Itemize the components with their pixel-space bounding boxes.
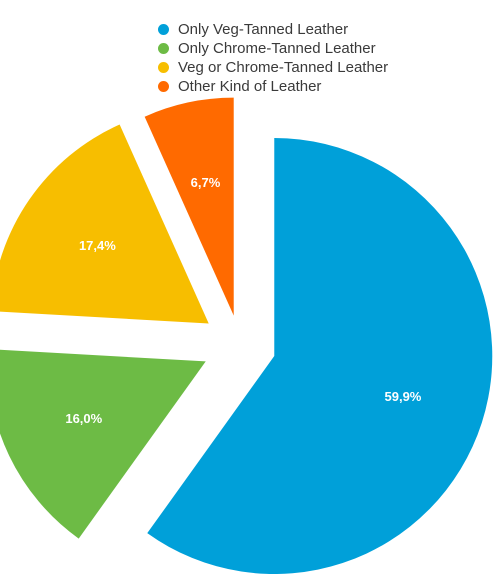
legend-item-other-kind: Other Kind of Leather xyxy=(158,77,388,96)
slice-value-label-3: 6,7% xyxy=(191,175,221,190)
pie-slice-1 xyxy=(0,349,206,539)
legend-label-veg-or-chrome-tanned: Veg or Chrome-Tanned Leather xyxy=(178,59,389,76)
legend-item-only-veg-tanned: Only Veg-Tanned Leather xyxy=(158,20,388,39)
legend-swatch-only-chrome-tanned xyxy=(158,43,169,54)
slice-value-label-2: 17,4% xyxy=(79,238,116,253)
legend-swatch-veg-or-chrome-tanned xyxy=(158,62,169,73)
chart-legend: Only Veg-Tanned Leather Only Chrome-Tann… xyxy=(158,20,388,96)
legend-label-other-kind: Other Kind of Leather xyxy=(178,78,322,95)
legend-item-veg-or-chrome-tanned: Veg or Chrome-Tanned Leather xyxy=(158,58,388,77)
legend-item-only-chrome-tanned: Only Chrome-Tanned Leather xyxy=(158,39,388,58)
slice-value-label-0: 59,9% xyxy=(385,389,422,404)
legend-swatch-other-kind xyxy=(158,81,169,92)
pie-slice-0 xyxy=(147,138,493,574)
pie-slice-2 xyxy=(0,124,209,324)
slice-value-label-1: 16,0% xyxy=(65,411,102,426)
legend-label-only-veg-tanned: Only Veg-Tanned Leather xyxy=(178,21,349,38)
legend-swatch-only-veg-tanned xyxy=(158,24,169,35)
legend-label-only-chrome-tanned: Only Chrome-Tanned Leather xyxy=(178,40,376,57)
pie-slice-3 xyxy=(144,97,234,316)
